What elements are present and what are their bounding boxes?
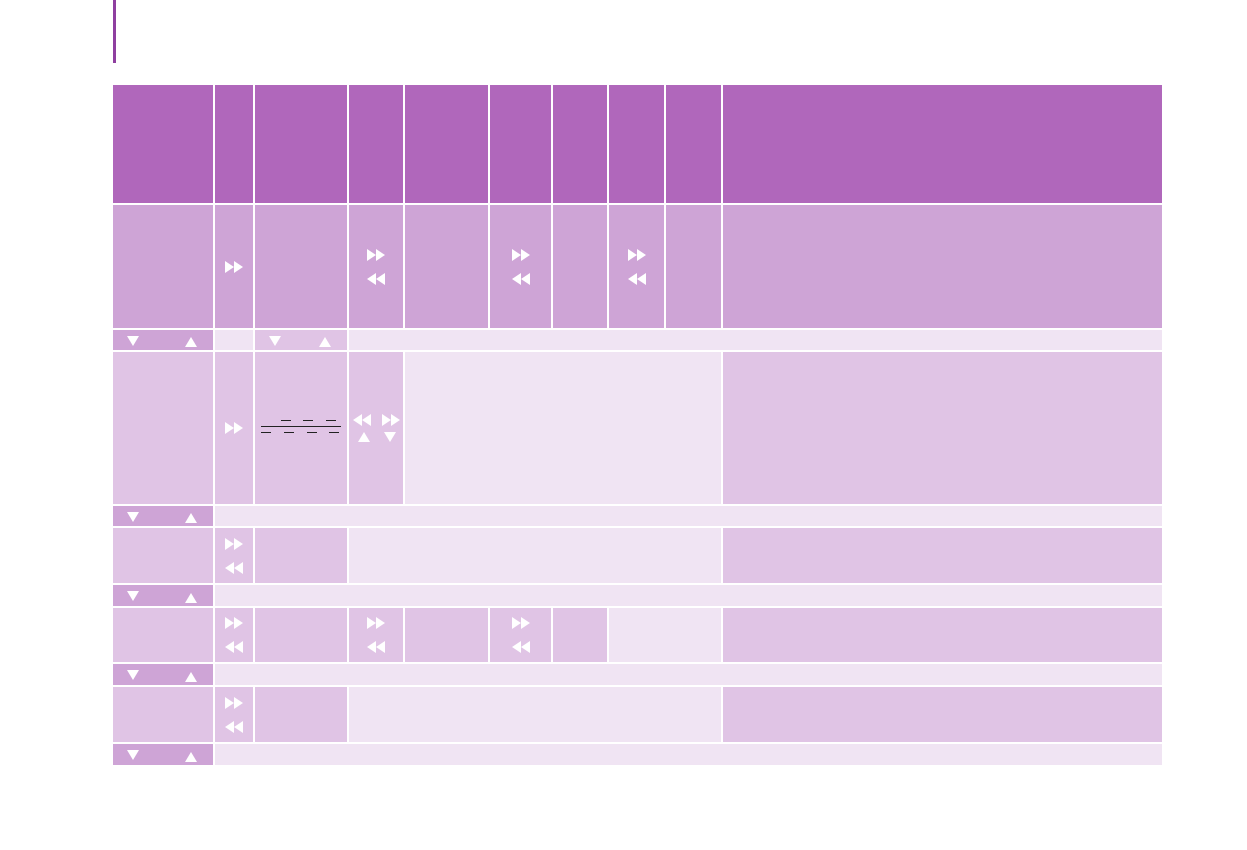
header-cell	[255, 85, 347, 203]
fast-forward-icon	[367, 248, 385, 261]
table-cell	[215, 506, 1162, 526]
triangle-down-icon	[127, 591, 139, 601]
rewind-icon	[225, 720, 243, 733]
fast-forward-icon	[225, 260, 243, 273]
table-cell	[723, 528, 1162, 583]
triangle-down-icon	[127, 670, 139, 680]
table-cell	[215, 585, 1162, 606]
header-cell	[113, 85, 213, 203]
triangle-up-icon	[319, 337, 331, 347]
triangle-up-icon	[358, 432, 370, 442]
header-cell	[490, 85, 551, 203]
table-cell	[723, 205, 1162, 328]
fast-forward-icon	[511, 248, 530, 261]
table-cell	[255, 528, 347, 583]
triangle-down-icon	[127, 750, 139, 760]
triangle-up-icon	[185, 337, 197, 347]
header-cell	[215, 85, 253, 203]
table-cell	[666, 205, 721, 328]
table-cell	[215, 687, 253, 742]
triangle-down-icon	[127, 512, 139, 522]
table-cell	[723, 352, 1162, 504]
rewind-icon	[511, 641, 530, 653]
triangle-down-icon	[127, 336, 139, 346]
table-cell	[609, 608, 721, 662]
rewind-icon	[367, 272, 385, 285]
table-cell	[490, 205, 551, 328]
rewind-icon	[225, 561, 243, 574]
fast-forward-icon	[511, 617, 530, 629]
table-cell	[255, 205, 347, 328]
table-cell	[553, 608, 607, 662]
triangle-up-icon	[185, 593, 197, 603]
fast-forward-icon	[225, 617, 243, 629]
table-cell	[723, 608, 1162, 662]
toggle-control	[113, 664, 213, 685]
rewind-icon	[511, 272, 530, 285]
triangle-up-icon	[185, 513, 197, 523]
table-cell	[255, 687, 347, 742]
header-cell	[349, 85, 403, 203]
accent-bar	[113, 0, 116, 63]
toggle-control	[113, 744, 213, 765]
table-cell	[215, 352, 253, 504]
fast-forward-icon	[367, 617, 385, 629]
table-cell	[349, 608, 403, 662]
triangle-up-icon	[185, 752, 197, 762]
fast-forward-icon	[225, 422, 243, 434]
table-cell	[215, 528, 253, 583]
table-cell	[349, 330, 1162, 350]
table-cell	[113, 608, 213, 662]
triangle-down-icon	[269, 336, 281, 346]
table-cell	[490, 608, 551, 662]
rewind-icon	[353, 414, 371, 426]
fast-forward-icon	[225, 696, 243, 709]
toggle-control	[255, 330, 347, 350]
header-cell	[609, 85, 664, 203]
table-cell	[349, 528, 721, 583]
triangle-up-icon	[185, 672, 197, 682]
header-cell	[405, 85, 488, 203]
table-cell	[215, 205, 253, 328]
table-cell	[405, 205, 488, 328]
dashed-lines-icon	[261, 420, 341, 436]
table-cell	[215, 330, 253, 350]
table-cell	[255, 352, 347, 504]
table-cell	[113, 528, 213, 583]
table-cell	[113, 687, 213, 742]
fast-forward-icon	[382, 414, 400, 426]
header-cell	[723, 85, 1162, 203]
table-cell	[349, 205, 403, 328]
table-cell	[349, 352, 403, 504]
table-cell	[215, 744, 1162, 765]
rewind-icon	[225, 641, 243, 653]
table-cell	[349, 687, 721, 742]
triangle-down-icon	[384, 432, 396, 442]
fast-forward-icon	[627, 248, 646, 261]
table-cell	[553, 205, 607, 328]
table-cell	[405, 608, 488, 662]
table-cell	[215, 608, 253, 662]
toggle-control	[113, 330, 213, 350]
fast-forward-icon	[225, 537, 243, 550]
table-cell	[405, 352, 721, 504]
header-cell	[553, 85, 607, 203]
table-cell	[255, 608, 347, 662]
table-cell	[113, 352, 213, 504]
table-cell	[215, 664, 1162, 685]
table-cell	[113, 205, 213, 328]
table-cell	[723, 687, 1162, 742]
toggle-control	[113, 506, 213, 526]
table-cell	[609, 205, 664, 328]
rewind-icon	[627, 272, 646, 285]
rewind-icon	[367, 641, 385, 653]
toggle-control	[113, 585, 213, 606]
header-cell	[666, 85, 721, 203]
